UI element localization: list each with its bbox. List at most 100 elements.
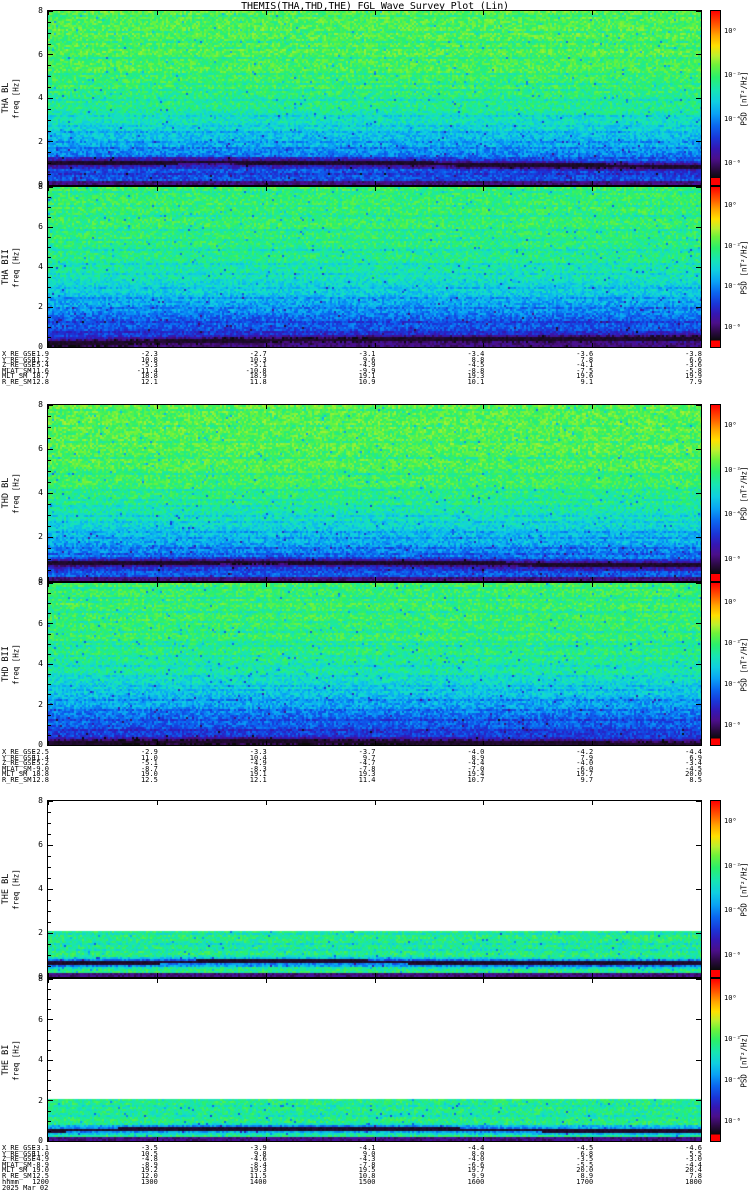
- spectrogram-panel-thd-bl: [47, 404, 702, 582]
- y-tick-mark: [48, 141, 53, 142]
- annotation-row-label: X_RE_GSE: [2, 350, 36, 358]
- y-tick-mark: [48, 186, 53, 188]
- annotation-value: -7.0: [467, 764, 485, 773]
- annotation-value: 11.0: [32, 1149, 49, 1158]
- y-minor-tick: [48, 1039, 51, 1041]
- y-tick-mark: [696, 744, 701, 746]
- y-tick-label: 0: [38, 180, 43, 189]
- spectrogram-panel-tha-bl: [47, 10, 702, 186]
- annotation-value: 19.0: [32, 1166, 49, 1175]
- annotation-value: -4.5: [685, 764, 702, 773]
- x-tick-mark: [701, 979, 702, 983]
- spectrogram-image-the-bi: [48, 979, 701, 1141]
- y-tick-label: 8: [38, 578, 43, 587]
- y-tick-mark: [48, 10, 53, 12]
- y-minor-tick: [48, 823, 51, 824]
- y-minor-tick: [48, 878, 51, 879]
- y-tick-label: 4: [38, 659, 43, 668]
- colorbar-tick-label: 10⁰: [724, 421, 737, 430]
- y-tick-label: 4: [38, 262, 43, 271]
- y-minor-tick: [48, 570, 51, 571]
- annotation-value: -10.8: [245, 366, 267, 375]
- colorbar-thd-bl: [710, 404, 721, 582]
- annotation-value: 7.9: [689, 378, 702, 386]
- y-minor-tick: [48, 900, 51, 901]
- annotation-value: -4.9: [249, 759, 267, 768]
- annotation-value: 6.9: [689, 753, 702, 762]
- annotation-value: 18.9: [249, 372, 267, 381]
- annotation-value: 1300: [140, 1177, 158, 1186]
- x-tick-mark: [266, 973, 267, 977]
- y-tick-label: 8: [38, 974, 43, 983]
- y-tick-mark: [696, 492, 701, 494]
- annotation-value: 20.0: [685, 770, 702, 779]
- y-minor-tick: [48, 257, 51, 258]
- x-tick-mark: [157, 343, 158, 347]
- y-minor-tick: [48, 944, 51, 945]
- x-tick-mark: [48, 741, 49, 745]
- y-tick-label: 0: [38, 740, 43, 749]
- annotation-value: -3.4: [685, 759, 702, 768]
- x-tick-mark: [266, 343, 267, 347]
- annotation-value: -4.6: [249, 1155, 267, 1164]
- annotation-value: 19.7: [576, 770, 594, 779]
- y-minor-tick: [48, 152, 51, 154]
- panel-label-the-bl: THE BL: [1, 873, 11, 905]
- x-tick-mark: [701, 181, 702, 185]
- y-minor-tick: [48, 653, 51, 655]
- annotation-value: 19.6: [576, 372, 594, 381]
- y-minor-tick: [48, 237, 51, 238]
- y-minor-tick: [48, 277, 51, 278]
- y-tick-mark: [48, 492, 53, 494]
- panel-freq-label-thd-bl: freq [Hz]: [11, 473, 21, 514]
- y-minor-tick: [48, 460, 51, 461]
- x-tick-mark: [48, 181, 49, 185]
- y-tick-label: 6: [38, 49, 43, 59]
- x-tick-mark: [48, 405, 49, 409]
- y-tick-mark: [696, 976, 701, 978]
- y-tick-mark: [48, 226, 53, 228]
- y-tick-label: 0: [38, 1136, 43, 1145]
- annotation-value: 10.8: [140, 355, 158, 364]
- annotation-value: 1800: [685, 1177, 702, 1186]
- y-tick-label: 8: [38, 182, 43, 191]
- annotation-value: 18.7: [32, 372, 49, 381]
- colorbar-tick-label: 10⁻⁴: [724, 1075, 741, 1084]
- x-tick-mark: [592, 979, 593, 983]
- y-tick-label: 4: [38, 1055, 43, 1064]
- annotation-value: -4.7: [358, 759, 376, 768]
- y-tick-mark: [696, 978, 701, 980]
- x-tick-mark: [266, 187, 267, 191]
- annotation-value: -7.5: [576, 366, 594, 375]
- annotation-value: 9.8: [254, 1149, 267, 1158]
- y-minor-tick: [48, 65, 51, 67]
- y-minor-tick: [48, 43, 51, 45]
- y-tick-mark: [696, 1100, 701, 1101]
- annotation-value: 8.9: [471, 753, 485, 762]
- y-minor-tick: [48, 724, 51, 726]
- annotation-value: -3.7: [358, 748, 376, 756]
- y-minor-tick: [48, 427, 51, 428]
- y-tick-label: 0: [38, 342, 43, 351]
- y-tick-label: 2: [38, 699, 43, 709]
- y-tick-label: 6: [38, 444, 43, 453]
- colorbar-tick-label: 10⁻²: [724, 465, 741, 474]
- annotation-value: -11.4: [136, 366, 158, 375]
- y-minor-tick: [48, 684, 51, 686]
- x-tick-mark: [48, 577, 49, 581]
- x-tick-mark: [592, 11, 593, 15]
- x-tick-mark: [266, 1137, 267, 1141]
- y-tick-label: 2: [38, 928, 43, 937]
- annotation-value: -4.0: [467, 748, 485, 756]
- annotation-value: -9.9: [358, 366, 376, 375]
- y-tick-mark: [48, 744, 53, 746]
- y-minor-tick: [48, 966, 51, 967]
- x-tick-mark: [483, 583, 484, 587]
- annotation-value: 10.7: [467, 776, 485, 784]
- annotation-value: -8.9: [140, 1160, 158, 1169]
- y-tick-label: 2: [38, 136, 43, 146]
- x-tick-mark: [592, 801, 593, 805]
- y-tick-label: 6: [38, 1014, 43, 1024]
- x-tick-mark: [701, 343, 702, 347]
